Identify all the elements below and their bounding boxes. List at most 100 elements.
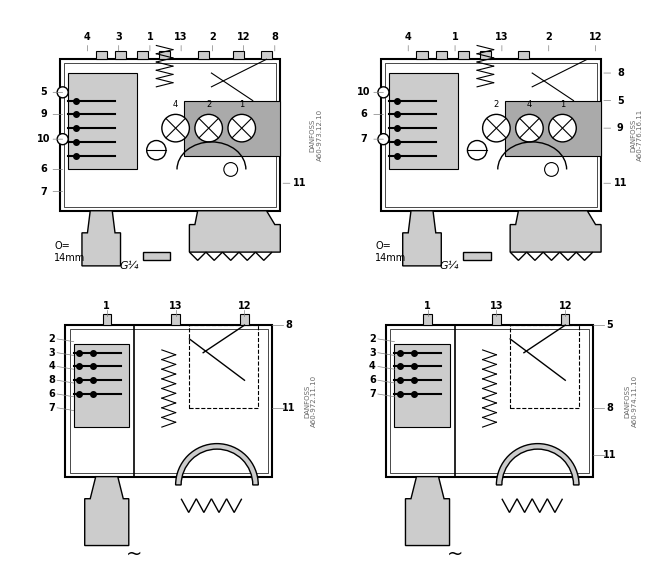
Text: 1: 1	[452, 32, 458, 42]
Polygon shape	[85, 477, 129, 546]
Text: 8: 8	[271, 32, 278, 42]
Bar	[386, 325, 593, 477]
Text: 4: 4	[84, 32, 91, 42]
Text: 13: 13	[490, 301, 503, 311]
Text: 4: 4	[173, 100, 178, 109]
Bar	[233, 51, 245, 59]
Text: 12: 12	[589, 32, 602, 42]
Text: 2: 2	[546, 32, 552, 42]
Circle shape	[544, 163, 558, 176]
Text: DANFOSS
A60-974.11.10: DANFOSS A60-974.11.10	[625, 375, 638, 427]
Polygon shape	[82, 211, 120, 266]
Text: 2: 2	[209, 32, 216, 42]
Text: 1: 1	[103, 301, 110, 311]
Text: 3: 3	[116, 32, 122, 42]
Text: 1: 1	[239, 100, 245, 109]
Bar	[389, 73, 458, 170]
Text: DANFOSS
A60-776.16.11: DANFOSS A60-776.16.11	[630, 109, 643, 161]
Bar	[65, 325, 272, 477]
Text: 4: 4	[48, 361, 55, 372]
Bar	[198, 51, 209, 59]
Text: 8: 8	[617, 68, 624, 78]
Bar	[390, 329, 589, 472]
Bar	[142, 252, 170, 261]
Text: 11: 11	[603, 450, 616, 460]
Text: 13: 13	[174, 32, 188, 42]
Circle shape	[57, 87, 68, 98]
Bar	[435, 51, 447, 59]
Circle shape	[468, 141, 487, 160]
Text: 4: 4	[405, 32, 411, 42]
Text: 2: 2	[206, 100, 211, 109]
Bar	[70, 329, 268, 472]
Text: 5: 5	[606, 320, 613, 330]
Text: 8: 8	[48, 375, 55, 385]
Text: 6: 6	[48, 389, 55, 399]
Text: 6: 6	[361, 109, 368, 119]
Circle shape	[195, 114, 222, 142]
Text: 4: 4	[369, 361, 376, 372]
Circle shape	[378, 87, 389, 98]
Text: 2: 2	[369, 334, 376, 344]
Bar	[480, 51, 491, 59]
Text: DANFOSS
A60-973.12.10: DANFOSS A60-973.12.10	[310, 109, 323, 161]
Text: 10: 10	[37, 134, 50, 144]
Text: 13: 13	[495, 32, 509, 42]
Wedge shape	[497, 444, 579, 485]
Bar	[64, 63, 276, 207]
Text: 5: 5	[40, 87, 47, 97]
Text: ~: ~	[447, 545, 463, 563]
Bar	[190, 325, 258, 408]
Bar	[394, 344, 450, 427]
Polygon shape	[405, 477, 450, 546]
Text: 1: 1	[146, 32, 153, 42]
Text: O=
14mm: O= 14mm	[375, 241, 407, 263]
Text: 9: 9	[617, 123, 624, 133]
Bar	[505, 101, 601, 156]
Bar	[423, 314, 431, 325]
Circle shape	[482, 114, 510, 142]
Text: 13: 13	[169, 301, 182, 311]
Circle shape	[162, 114, 190, 142]
Bar	[261, 51, 272, 59]
Bar	[417, 51, 427, 59]
Bar	[510, 325, 579, 408]
Text: 7: 7	[369, 389, 376, 399]
Bar	[241, 314, 249, 325]
Text: O=
14mm: O= 14mm	[54, 241, 85, 263]
Bar	[74, 344, 129, 427]
Polygon shape	[403, 211, 442, 266]
Bar	[463, 252, 491, 261]
Bar	[171, 314, 179, 325]
Circle shape	[378, 134, 389, 145]
Text: 1: 1	[560, 100, 565, 109]
Text: 11: 11	[614, 178, 627, 188]
Bar	[95, 51, 107, 59]
Text: ~: ~	[126, 545, 142, 563]
Bar	[103, 314, 111, 325]
Text: G¼: G¼	[440, 261, 459, 271]
Bar	[159, 51, 170, 59]
Text: 9: 9	[40, 109, 47, 119]
Text: 1: 1	[424, 301, 431, 311]
Circle shape	[57, 134, 68, 145]
Text: 3: 3	[48, 348, 55, 358]
Circle shape	[228, 114, 255, 142]
Text: 4: 4	[527, 100, 532, 109]
Polygon shape	[190, 211, 280, 252]
Text: 10: 10	[358, 87, 371, 97]
Text: 12: 12	[237, 32, 251, 42]
Bar	[561, 314, 569, 325]
Text: 11: 11	[282, 403, 295, 413]
Circle shape	[146, 141, 166, 160]
Bar	[68, 73, 137, 170]
Text: 7: 7	[40, 187, 47, 196]
Text: 2: 2	[494, 100, 499, 109]
Polygon shape	[510, 211, 601, 252]
Text: 8: 8	[606, 403, 613, 413]
Text: 3: 3	[369, 348, 376, 358]
Text: 6: 6	[40, 164, 47, 175]
Bar	[458, 51, 469, 59]
Bar	[518, 51, 530, 59]
Text: 12: 12	[558, 301, 572, 311]
